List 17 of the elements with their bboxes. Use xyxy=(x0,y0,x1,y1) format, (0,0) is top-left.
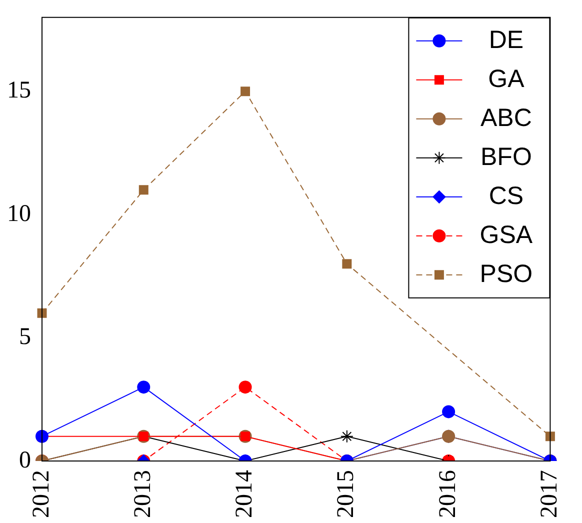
legend-label: BFO xyxy=(480,142,532,171)
legend-label: GSA xyxy=(480,220,533,249)
x-tick-label: 2017 xyxy=(536,470,562,518)
legend-label: ABC xyxy=(480,104,532,132)
x-tick-label: 2015 xyxy=(333,470,360,518)
x-tick-label: 2012 xyxy=(28,470,54,518)
x-tick-label: 2016 xyxy=(434,470,461,518)
legend-label: CS xyxy=(488,182,524,210)
y-tick-label: 10 xyxy=(7,200,31,227)
legend-label: DE xyxy=(488,26,524,54)
x-tick-label: 2014 xyxy=(232,470,258,518)
y-tick-label: 0 xyxy=(19,447,31,474)
legend-label: PSO xyxy=(480,260,533,288)
y-tick-label: 5 xyxy=(19,324,31,350)
legend-label: GA xyxy=(488,64,525,93)
x-tick-label: 2013 xyxy=(130,470,156,518)
y-tick-label: 15 xyxy=(7,78,31,104)
